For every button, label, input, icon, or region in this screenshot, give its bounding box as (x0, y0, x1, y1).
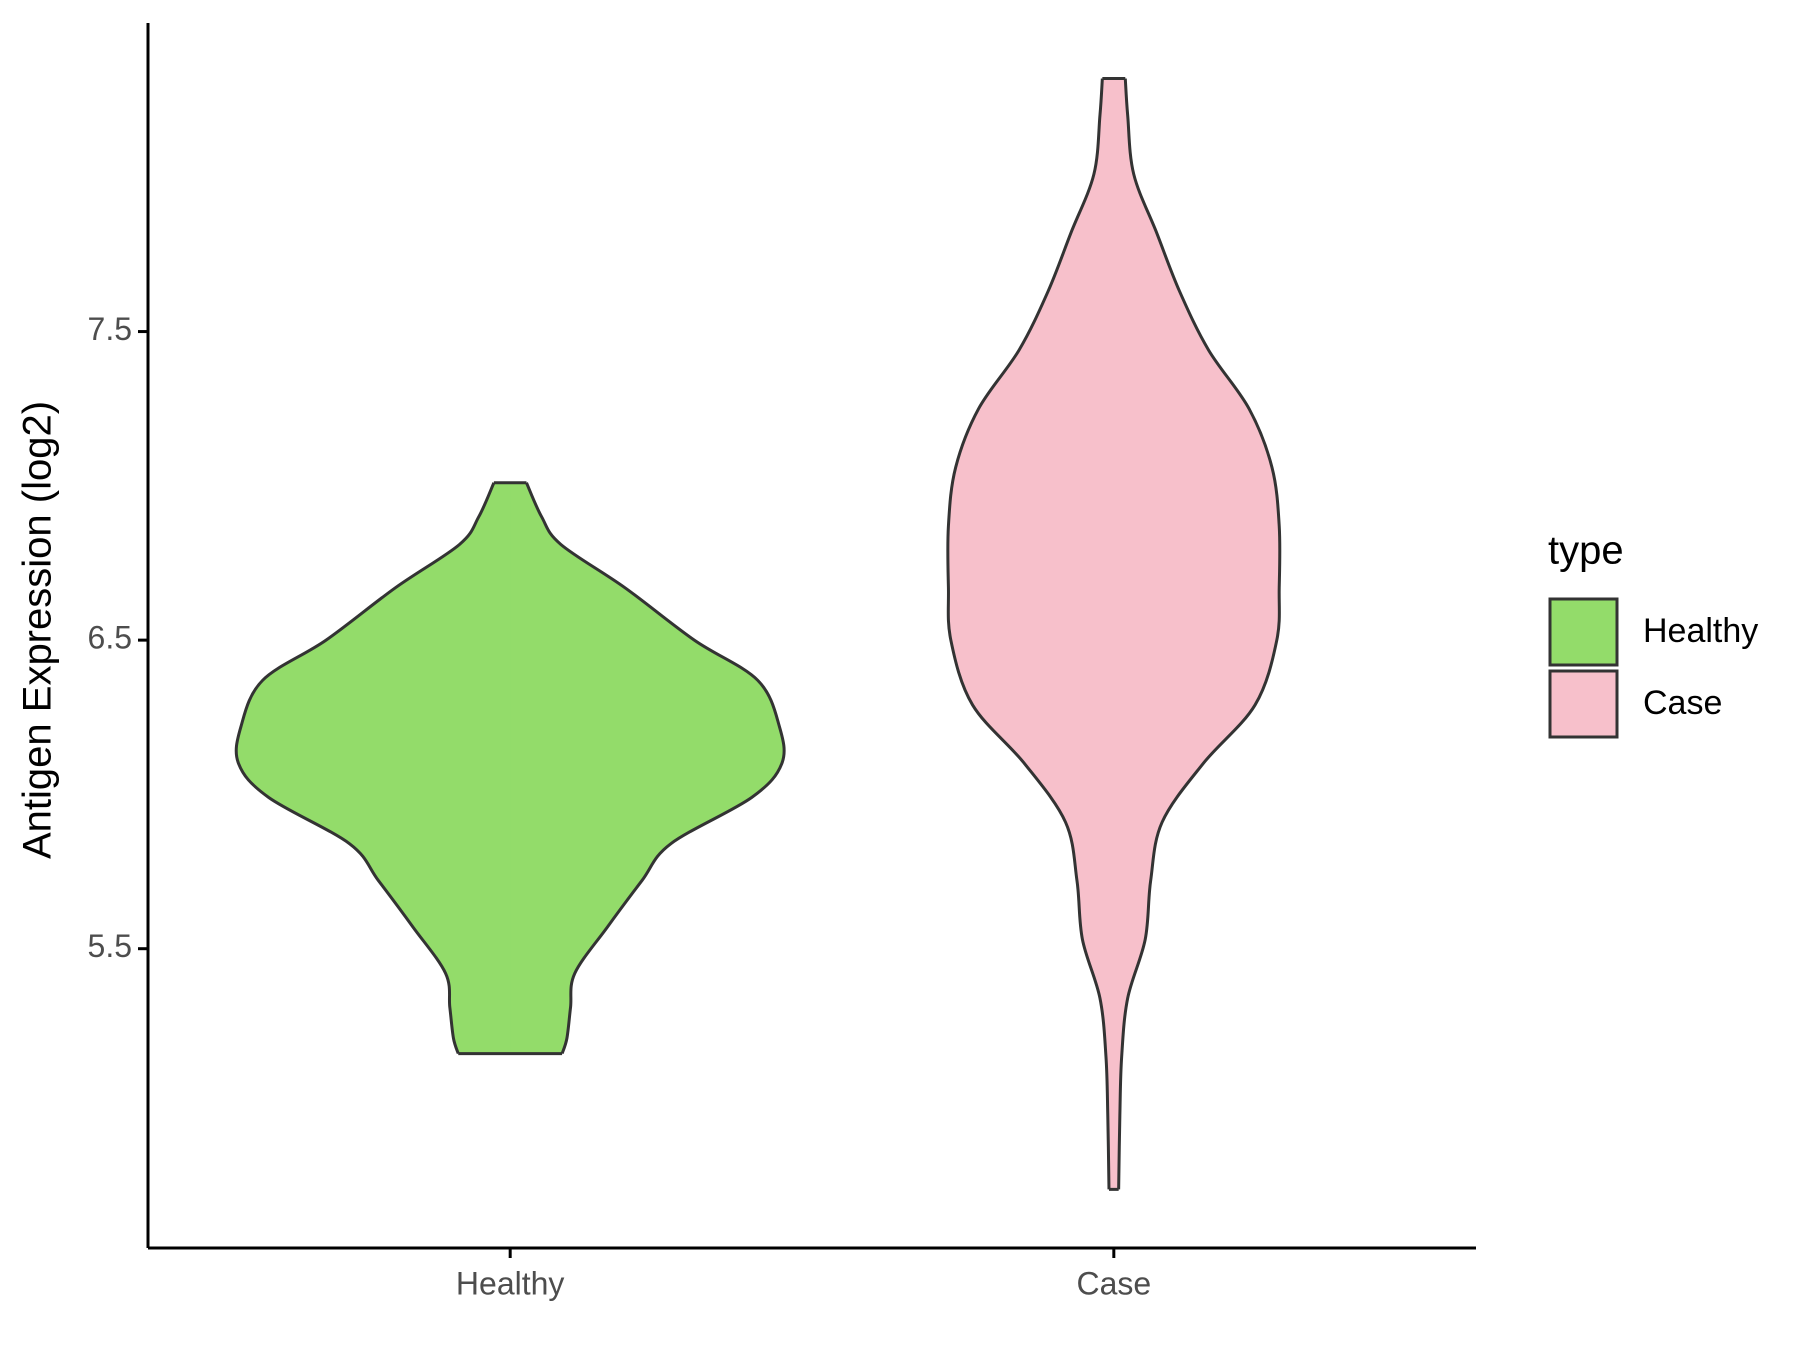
legend-key (1548, 669, 1619, 739)
y-axis-title: Antigen Expression (log2) (16, 401, 60, 859)
x-tick-label: Healthy (456, 1265, 565, 1301)
legend-label: Case (1643, 684, 1722, 722)
violin-half (1113, 78, 1280, 1190)
violin-outline (234, 482, 496, 1055)
violin-half (947, 78, 1115, 1190)
legend-label: Healthy (1643, 612, 1758, 650)
legend-title: type (1548, 529, 1624, 573)
violin-outline (1117, 78, 1282, 1190)
violin-outline (946, 78, 1111, 1190)
y-tick-label: 5.5 (88, 928, 132, 964)
violin-half (509, 482, 785, 1054)
x-tick-label: Case (1076, 1265, 1151, 1301)
violin-half (236, 482, 511, 1054)
legend-key (1548, 597, 1619, 667)
y-tick-label: 7.5 (88, 311, 132, 347)
violin-outline (525, 482, 786, 1055)
y-tick-label: 6.5 (88, 620, 132, 656)
